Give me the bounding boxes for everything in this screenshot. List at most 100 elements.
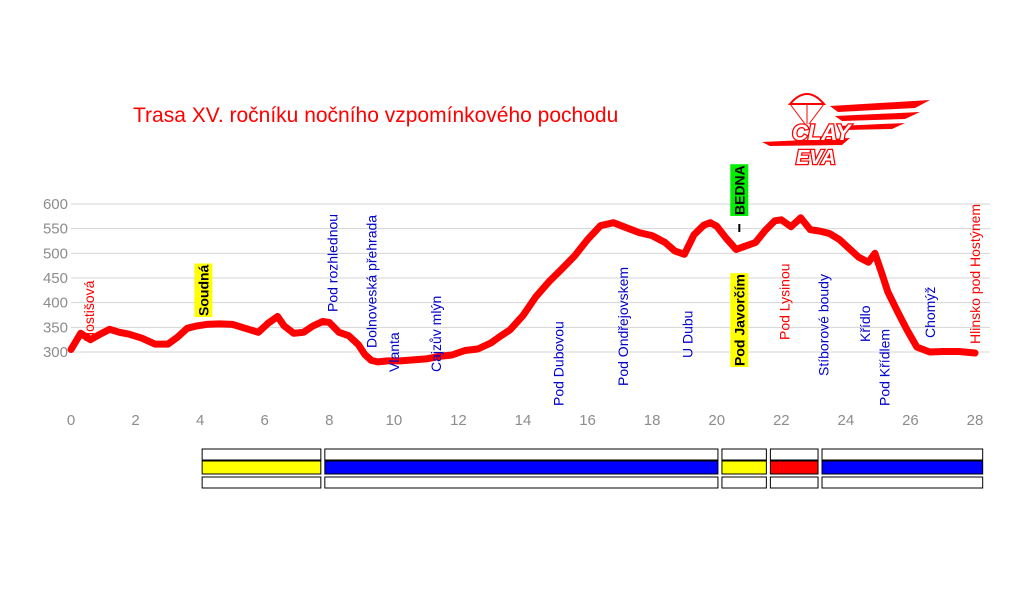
waypoint-label: Vlanta [386, 332, 402, 372]
waypoint-label: Hostišová [81, 280, 97, 342]
elevation-point [958, 350, 960, 353]
waypoint-label: Pod Javorčím [730, 273, 749, 367]
y-tick-label: 600 [43, 196, 68, 213]
x-tick-label: 22 [773, 412, 790, 429]
elevation-series [67, 214, 979, 366]
elevation-point [328, 321, 331, 324]
elevation-point [244, 327, 247, 330]
elevation-point [89, 338, 92, 341]
x-tick-label: 0 [67, 412, 75, 429]
waypoint-label-text: Dolnoveská přehrada [363, 215, 379, 348]
elevation-point [725, 237, 728, 240]
waypoint-label: Chomýž [922, 287, 938, 338]
trail-bar-bottom [721, 476, 767, 489]
waypoint-label-text: Vlanta [386, 332, 402, 372]
elevation-point [693, 233, 695, 236]
elevation-point [167, 343, 169, 345]
elevation-point [573, 255, 576, 257]
x-tick-label: 2 [131, 412, 139, 429]
waypoint-label: Stíborové boudy [815, 274, 831, 376]
elevation-point [425, 358, 427, 360]
trail-bar-top [721, 448, 767, 461]
trail-color-bars [201, 448, 984, 489]
elevation-point [625, 226, 628, 229]
elevation-point [283, 325, 285, 327]
elevation-point [790, 225, 792, 228]
elevation-point [79, 332, 82, 335]
waypoint-label: Pod Dubovou [551, 321, 567, 406]
y-tick-label: 550 [43, 221, 68, 238]
elevation-point [906, 329, 908, 332]
elevation-point [118, 331, 121, 334]
elevation-point [141, 337, 143, 339]
waypoint-label: Pod Křídlem [877, 329, 893, 406]
elevation-point [735, 248, 737, 251]
waypoint-label-text: Pod Ondřejovskem [615, 267, 631, 386]
y-tick-label: 350 [43, 319, 68, 336]
elevation-point [376, 361, 379, 363]
clay-eva-logo: CLAY EVA [762, 93, 930, 170]
waypoint-label-text: Hlinsko pod Hostýnem [967, 204, 983, 344]
waypoint-label-text: Stíborové boudy [815, 274, 831, 376]
elevation-point [799, 217, 802, 219]
waypoint-highlight [194, 263, 213, 317]
elevation-point [357, 343, 360, 346]
elevation-point [99, 333, 101, 336]
elevation-point [673, 250, 676, 252]
wing-icon [762, 100, 930, 146]
waypoint-label-text: Pod Lysinou [777, 263, 793, 340]
x-axis: 0 2 4 6 8 10 12 14 16 18 20 22 24 26 28 [67, 412, 984, 429]
elevation-point [703, 224, 705, 227]
elevation-point [176, 336, 179, 339]
elevation-point [887, 291, 889, 293]
elevation-point [489, 342, 492, 344]
waypoint-label: Cajzův mlýn [428, 296, 444, 372]
elevation-point [599, 224, 602, 227]
elevation-point [509, 329, 511, 331]
waypoint-label-text: Cajzův mlýn [428, 296, 444, 372]
y-tick-label: 400 [43, 295, 68, 312]
x-tick-label: 6 [261, 412, 269, 429]
elevation-point [809, 228, 812, 231]
trail-bar-top [769, 448, 819, 461]
elevation-point [205, 323, 208, 326]
x-tick-label: 10 [386, 412, 403, 429]
elevation-point [929, 351, 931, 353]
elevation-point [560, 268, 563, 270]
elevation-point [880, 271, 883, 273]
elevation-point [941, 350, 944, 353]
elevation-point [257, 331, 260, 334]
elevation-point [108, 328, 111, 331]
elevation-point [312, 325, 314, 327]
y-axis: 300 350 400 450 500 550 600 [43, 196, 68, 361]
elevation-point [838, 238, 841, 241]
waypoint-label-text: Hostišová [81, 280, 97, 342]
waypoint-label-text: Pod Javorčím [731, 274, 747, 366]
elevation-point [764, 229, 766, 232]
elevation-point [974, 352, 976, 354]
elevation-point [412, 359, 415, 361]
waypoint-label-text: Pod rozhlednou [325, 214, 341, 312]
elevation-point [464, 349, 466, 352]
elevation-point [522, 314, 524, 317]
elevation-point [302, 331, 305, 334]
trail-bar-color [201, 460, 322, 475]
elevation-point [451, 354, 453, 356]
waypoint-label: U Dubu [680, 311, 696, 358]
elevation-point [276, 315, 279, 318]
logo-text-line1: CLAY [792, 120, 853, 145]
waypoint-label-text: BEDNA [731, 165, 747, 215]
trail-bar-bottom [769, 476, 819, 489]
elevation-point [70, 348, 72, 351]
waypoint-highlight [730, 273, 749, 367]
trail-bar-top [324, 448, 719, 461]
x-tick-label: 16 [579, 412, 596, 429]
y-tick-label: 450 [43, 270, 68, 287]
elevation-point [683, 253, 686, 256]
elevation-point [347, 334, 350, 337]
elevation-point [231, 323, 234, 326]
waypoint-label: Pod rozhlednou [325, 214, 341, 312]
waypoint-label-text: Křídlo [857, 305, 873, 342]
waypoint-label: Dolnoveská přehrada [363, 215, 379, 348]
x-tick-label: 4 [196, 412, 204, 429]
